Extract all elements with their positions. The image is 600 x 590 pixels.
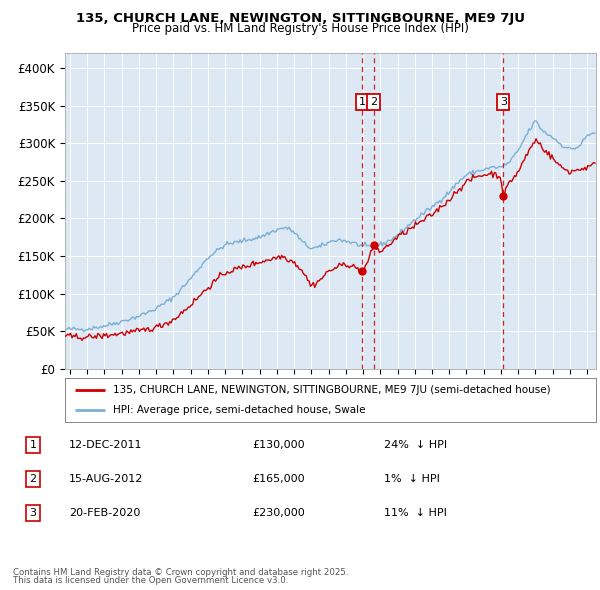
Text: This data is licensed under the Open Government Licence v3.0.: This data is licensed under the Open Gov…: [13, 576, 289, 585]
Text: 1: 1: [359, 97, 366, 107]
Text: £130,000: £130,000: [252, 440, 305, 450]
Text: 1%  ↓ HPI: 1% ↓ HPI: [384, 474, 440, 484]
Text: 15-AUG-2012: 15-AUG-2012: [69, 474, 143, 484]
Text: £230,000: £230,000: [252, 509, 305, 518]
Text: 12-DEC-2011: 12-DEC-2011: [69, 440, 143, 450]
Text: 20-FEB-2020: 20-FEB-2020: [69, 509, 140, 518]
Text: 3: 3: [500, 97, 507, 107]
Text: 135, CHURCH LANE, NEWINGTON, SITTINGBOURNE, ME9 7JU: 135, CHURCH LANE, NEWINGTON, SITTINGBOUR…: [76, 12, 524, 25]
Text: 2: 2: [29, 474, 37, 484]
Text: 24%  ↓ HPI: 24% ↓ HPI: [384, 440, 447, 450]
Text: 1: 1: [29, 440, 37, 450]
Text: HPI: Average price, semi-detached house, Swale: HPI: Average price, semi-detached house,…: [113, 405, 365, 415]
Text: 2: 2: [370, 97, 377, 107]
Text: 135, CHURCH LANE, NEWINGTON, SITTINGBOURNE, ME9 7JU (semi-detached house): 135, CHURCH LANE, NEWINGTON, SITTINGBOUR…: [113, 385, 550, 395]
Text: £165,000: £165,000: [252, 474, 305, 484]
Text: 11%  ↓ HPI: 11% ↓ HPI: [384, 509, 447, 518]
Text: Contains HM Land Registry data © Crown copyright and database right 2025.: Contains HM Land Registry data © Crown c…: [13, 568, 349, 577]
Text: 3: 3: [29, 509, 37, 518]
Text: Price paid vs. HM Land Registry's House Price Index (HPI): Price paid vs. HM Land Registry's House …: [131, 22, 469, 35]
